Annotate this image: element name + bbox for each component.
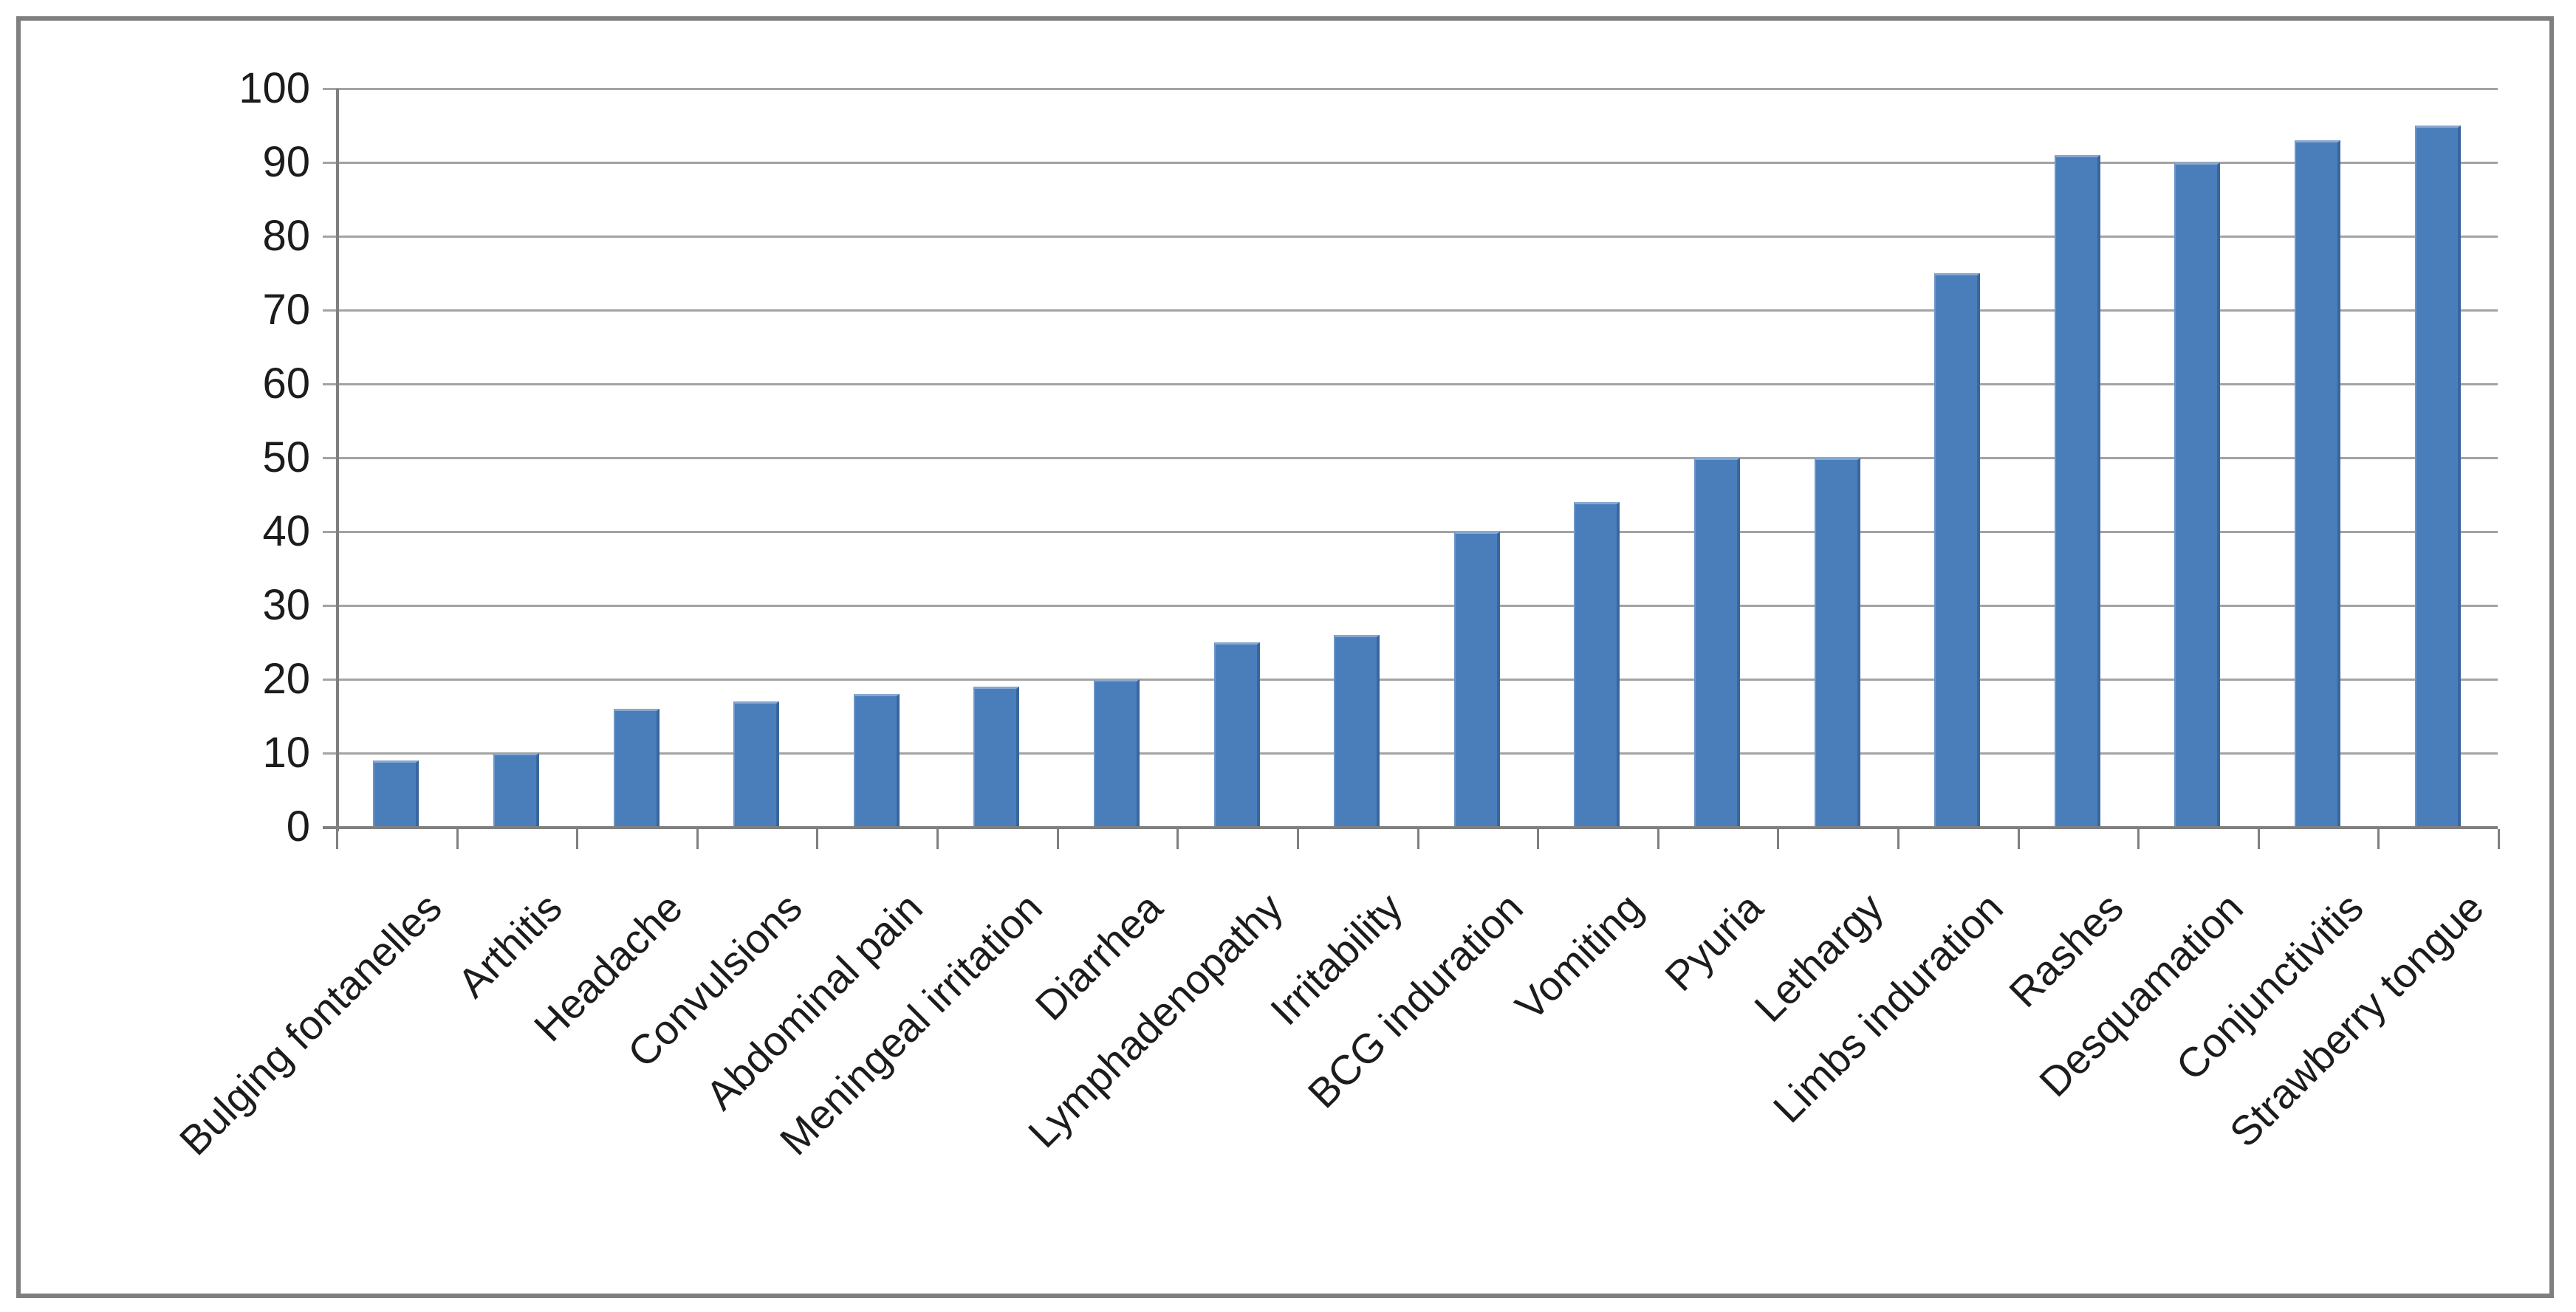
x-axis-tick — [816, 829, 818, 849]
x-axis-tick — [1297, 829, 1299, 849]
bar-meningeal-irritation — [973, 687, 1019, 827]
x-axis-tick — [1897, 829, 1900, 849]
gridline — [323, 383, 2498, 385]
category-label: Arthitis — [448, 884, 571, 1006]
y-tick-label-60: 60 — [262, 360, 310, 408]
bar-strawberry-tongue — [2415, 126, 2461, 827]
bar-bulging-fontanelles — [373, 760, 419, 827]
y-tick-label-40: 40 — [262, 507, 310, 555]
gridline — [323, 752, 2498, 755]
y-tick-label-20: 20 — [262, 655, 310, 703]
bar-convulsions — [733, 701, 779, 827]
y-tick-label-80: 80 — [262, 212, 310, 260]
x-axis-tick — [1417, 829, 1419, 849]
bar-headache — [614, 709, 660, 827]
y-tick-label-10: 10 — [262, 729, 310, 777]
bar-vomiting — [1574, 502, 1620, 827]
category-label: Abdominal pain — [696, 884, 931, 1119]
y-tick-label-70: 70 — [262, 286, 310, 334]
gridline — [323, 236, 2498, 238]
y-axis-line — [336, 89, 339, 831]
gridline — [323, 457, 2498, 459]
x-axis-tick — [336, 829, 338, 849]
category-label: Limbs induration — [1764, 884, 2012, 1132]
gridline — [323, 309, 2498, 312]
x-axis-tick — [1176, 829, 1179, 849]
x-axis-tick — [1657, 829, 1659, 849]
bar-lethargy — [1815, 458, 1860, 827]
gridline — [323, 88, 2498, 90]
x-axis-tick — [696, 829, 699, 849]
bar-bcg-induration — [1454, 532, 1500, 827]
bar-abdominal-pain — [854, 694, 900, 827]
bar-irritability — [1334, 635, 1380, 827]
bar-pyuria — [1694, 458, 1740, 827]
x-axis-tick — [2498, 829, 2500, 849]
x-axis-line — [323, 826, 2498, 829]
gridline — [323, 531, 2498, 533]
bar-rashes — [2055, 155, 2100, 827]
category-label: Pyuria — [1656, 884, 1772, 1000]
x-axis-tick — [1537, 829, 1539, 849]
bar-diarrhea — [1094, 679, 1140, 827]
category-label: Desquamation — [2029, 884, 2252, 1106]
y-tick-label-0: 0 — [286, 803, 310, 851]
category-label: Vomiting — [1506, 884, 1651, 1029]
chart-frame-border — [16, 16, 2554, 1298]
x-axis-tick — [2018, 829, 2020, 849]
gridline — [323, 679, 2498, 681]
x-axis-tick — [456, 829, 459, 849]
category-label: Bulging fontanelles — [170, 884, 451, 1164]
bar-desquamation — [2174, 162, 2220, 827]
bar-arthitis — [493, 753, 539, 827]
x-axis-tick — [1777, 829, 1779, 849]
x-axis-tick — [2137, 829, 2140, 849]
y-tick-label-100: 100 — [239, 64, 310, 112]
category-label: BCG induration — [1298, 884, 1532, 1117]
gridline — [323, 605, 2498, 607]
gridline — [323, 162, 2498, 164]
bar-limbs-induration — [1934, 273, 1980, 827]
bar-conjunctivitis — [2295, 140, 2340, 827]
x-axis-tick — [576, 829, 578, 849]
y-tick-label-50: 50 — [262, 433, 310, 481]
y-tick-label-30: 30 — [262, 581, 310, 629]
x-axis-tick — [2377, 829, 2380, 849]
x-axis-tick — [1057, 829, 1059, 849]
bar-lymphadenopathy — [1214, 642, 1260, 827]
y-tick-label-90: 90 — [262, 138, 310, 186]
x-axis-tick — [2258, 829, 2260, 849]
x-axis-tick — [936, 829, 939, 849]
